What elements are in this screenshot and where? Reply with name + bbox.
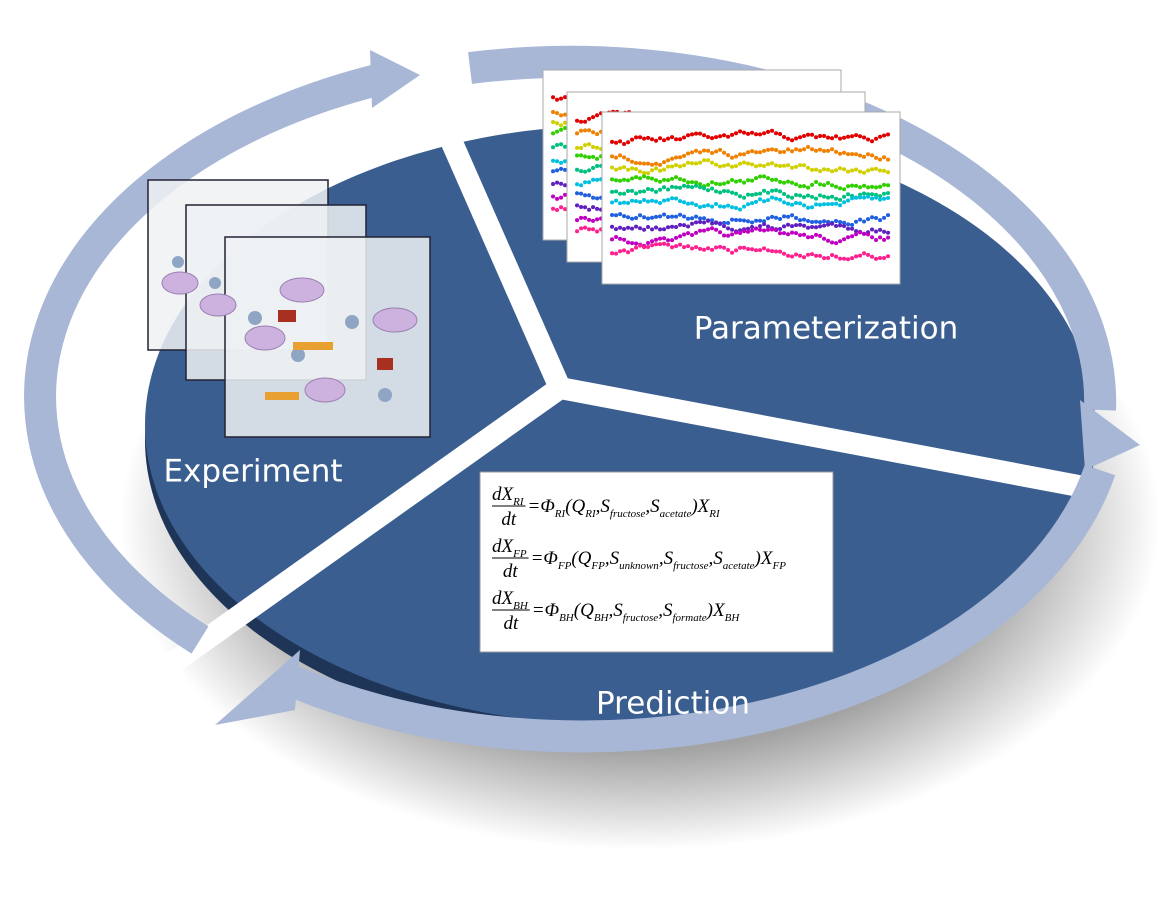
eq-sub: fructose bbox=[673, 560, 709, 572]
eq-denominator: dt bbox=[504, 613, 520, 634]
plot-dots bbox=[610, 128, 891, 146]
prediction-label: Prediction bbox=[596, 686, 750, 722]
eq-sub: FP bbox=[512, 548, 527, 560]
experiment-label: Experiment bbox=[163, 454, 342, 490]
eq-term: ,S bbox=[608, 600, 623, 621]
eq-sub: RI bbox=[584, 508, 597, 520]
eq-sub: acetate bbox=[723, 560, 755, 572]
eq-term: (Q bbox=[574, 600, 594, 621]
eq-var: dX bbox=[492, 484, 515, 505]
eq-var: dX bbox=[492, 536, 515, 557]
eq-term: ,S bbox=[659, 548, 674, 569]
equations: dXRIdt=ΦRI(QRI,Sfructose,Sacetate)XRIdXF… bbox=[492, 484, 786, 634]
eq-term: )X bbox=[754, 548, 774, 569]
plot-cards bbox=[542, 69, 901, 285]
eq-sub: fructose bbox=[610, 508, 646, 520]
eq-numerator: dXFP bbox=[492, 536, 527, 560]
plot-dots bbox=[610, 183, 891, 202]
plot-dots bbox=[610, 194, 891, 212]
eq-term: ,S bbox=[709, 548, 724, 569]
sector-gaps bbox=[163, 65, 1103, 674]
eq-sub: FP bbox=[557, 560, 572, 572]
eq-rhs: =ΦRI(QRI,Sfructose,Sacetate)XRI bbox=[528, 496, 722, 520]
plot-dots bbox=[610, 212, 891, 227]
eq-term: =Φ bbox=[532, 600, 559, 621]
eq-var: dX bbox=[492, 588, 515, 609]
eq-term: ,S bbox=[658, 600, 673, 621]
eq-numerator: dXBH bbox=[492, 588, 529, 612]
eq-sub: formate bbox=[672, 612, 706, 624]
experiment-cubes bbox=[147, 179, 431, 438]
plot-dots bbox=[610, 158, 891, 176]
eq-term: (Q bbox=[571, 548, 591, 569]
eq-sub: BH bbox=[594, 612, 610, 624]
cycle-arrows bbox=[24, 45, 1117, 753]
eq-term: ,S bbox=[596, 496, 611, 517]
eq-rhs: =ΦFP(QFP,Sunknown,Sfructose,Sacetate)XFP bbox=[531, 548, 787, 572]
eq-sub: RI bbox=[554, 508, 567, 520]
eq-sub: BH bbox=[513, 600, 529, 612]
eq-sub: BH bbox=[559, 612, 575, 624]
plot-dots bbox=[610, 174, 891, 192]
eq-rhs: =ΦBH(QBH,Sfructose,Sformate)XBH bbox=[532, 600, 741, 624]
eq-term: )X bbox=[690, 496, 710, 517]
eq-sub: acetate bbox=[660, 508, 692, 520]
eq-sub: unknown bbox=[619, 560, 659, 572]
plot-dots bbox=[610, 145, 891, 167]
eq-sub: FP bbox=[590, 560, 605, 572]
eq-denominator: dt bbox=[501, 509, 517, 530]
eq-numerator: dXRI bbox=[492, 484, 525, 508]
eq-term: ,S bbox=[645, 496, 660, 517]
eq-term: =Φ bbox=[528, 496, 555, 517]
eq-sub: BH bbox=[725, 612, 741, 624]
eq-sub: RI bbox=[708, 508, 721, 520]
eq-term: (Q bbox=[565, 496, 585, 517]
eq-term: )X bbox=[706, 600, 726, 621]
eq-term: ,S bbox=[605, 548, 620, 569]
eq-denominator: dt bbox=[503, 561, 519, 582]
plot-dots bbox=[610, 241, 891, 262]
parameterization-label: Parameterization bbox=[694, 311, 959, 347]
eq-sub: RI bbox=[512, 496, 525, 508]
equation-box bbox=[479, 471, 834, 653]
arrow-heads bbox=[215, 50, 1140, 725]
eq-sub: FP bbox=[771, 560, 786, 572]
eq-term: =Φ bbox=[531, 548, 558, 569]
eq-sub: fructose bbox=[623, 612, 659, 624]
